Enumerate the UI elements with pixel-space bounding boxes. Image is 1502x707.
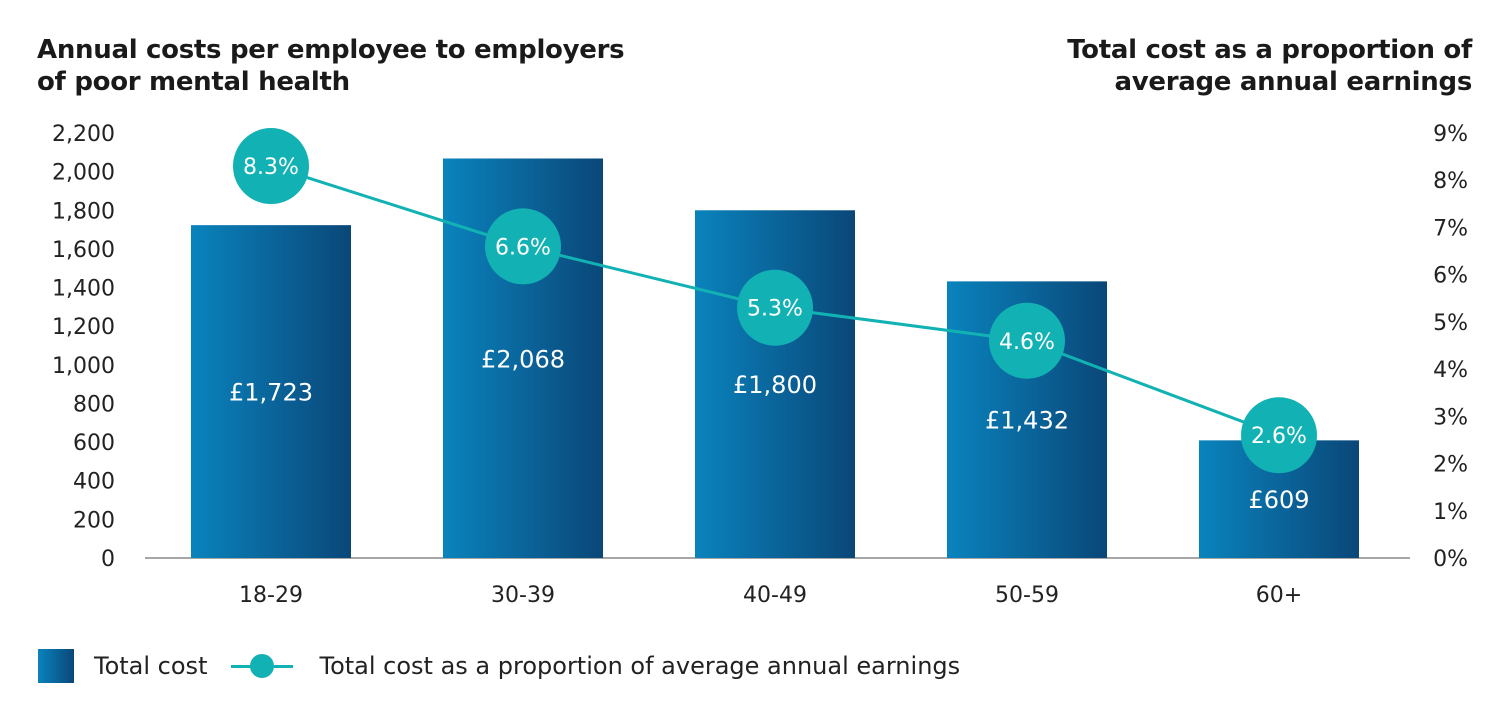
left-tick-label: 1,400	[52, 277, 115, 302]
left-tick-label: 1,200	[52, 315, 115, 340]
left-axis-ticks: 0 200 400 600 800 1,000 1,200 1,400 1,600 1,800 2,…	[52, 122, 115, 572]
right-tick-label: 3%	[1433, 405, 1468, 430]
left-axis-title-line2: of poor mental health	[37, 67, 350, 97]
proportion-point	[485, 208, 561, 285]
right-tick-label: 8%	[1433, 169, 1468, 194]
left-tick-label: 800	[73, 392, 115, 417]
x-axis-ticks: 18-29 30-39 40-49 50-59 60+	[239, 583, 1302, 608]
proportion-point	[989, 302, 1065, 379]
legend-line-swatch	[231, 649, 294, 683]
bar-value-labels: £1,723 £2,068 £1,800 £1,432 £609	[229, 345, 1310, 514]
left-tick-label: 200	[73, 508, 115, 533]
legend-bar-swatch	[38, 649, 74, 683]
proportion-point	[233, 128, 309, 205]
left-tick-label: 2,000	[52, 161, 115, 186]
proportion-label: 4.6%	[999, 330, 1055, 355]
left-axis-title-line1: Annual costs per employee to employers	[37, 35, 625, 65]
left-tick-label: 1,800	[52, 199, 115, 224]
right-tick-label: 0%	[1433, 547, 1468, 572]
bar-series	[191, 158, 1359, 559]
bar-value-label: £609	[1248, 486, 1309, 514]
right-tick-label: 5%	[1433, 311, 1468, 336]
proportion-label: 5.3%	[747, 297, 803, 322]
left-tick-label: 2,200	[52, 122, 115, 147]
legend: Total cost Total cost as a proportion of…	[38, 646, 960, 686]
left-tick-label: 0	[101, 547, 115, 572]
proportion-point	[1241, 397, 1317, 474]
bar-value-label: £1,432	[985, 407, 1069, 435]
legend-bar-label: Total cost	[94, 652, 208, 680]
right-tick-label: 6%	[1433, 264, 1468, 289]
bar-value-label: £1,723	[229, 379, 313, 407]
bar	[695, 210, 855, 559]
combo-chart: 0 200 400 600 800 1,000 1,200 1,400 1,600 1,800 2,…	[52, 122, 1468, 608]
right-tick-label: 1%	[1433, 500, 1468, 525]
proportion-point	[737, 269, 813, 346]
category-label: 18-29	[239, 583, 303, 608]
bar-value-label: £2,068	[481, 345, 565, 373]
proportion-label: 2.6%	[1251, 424, 1307, 449]
right-tick-label: 7%	[1433, 216, 1468, 241]
bar	[191, 225, 351, 559]
legend-line-label: Total cost as a proportion of average an…	[319, 652, 961, 680]
proportion-points: 8.3% 6.6% 5.3% 4.6% 2.6%	[233, 128, 1317, 474]
category-label: 30-39	[491, 583, 555, 608]
category-label: 60+	[1256, 583, 1302, 608]
left-tick-label: 1,600	[52, 238, 115, 263]
right-axis-title-line2: average annual earnings	[1114, 67, 1473, 97]
right-axis-title: Total cost as a proportion of average an…	[852, 34, 1472, 98]
right-tick-label: 9%	[1433, 122, 1468, 147]
left-tick-label: 1,000	[52, 354, 115, 379]
category-label: 50-59	[995, 583, 1059, 608]
right-tick-label: 2%	[1433, 453, 1468, 478]
right-tick-label: 4%	[1433, 358, 1468, 383]
left-axis-title: Annual costs per employee to employers o…	[37, 34, 657, 98]
right-axis-title-line1: Total cost as a proportion of	[1067, 35, 1472, 65]
proportion-label: 8.3%	[243, 155, 299, 180]
left-tick-label: 600	[73, 431, 115, 456]
right-axis-ticks: 0% 1% 2% 3% 4% 5% 6% 7% 8% 9%	[1433, 122, 1468, 572]
bar-value-label: £1,800	[733, 371, 817, 399]
category-label: 40-49	[743, 583, 807, 608]
proportion-label: 6.6%	[495, 235, 551, 260]
left-tick-label: 400	[73, 470, 115, 495]
